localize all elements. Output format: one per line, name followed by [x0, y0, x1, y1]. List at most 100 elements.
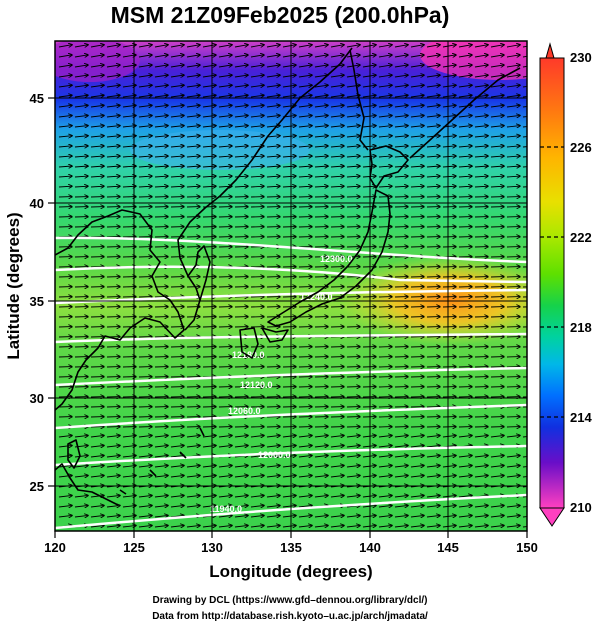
wind-arrow [106, 105, 120, 107]
wind-arrow [282, 465, 296, 467]
wind-arrow [378, 505, 392, 507]
wind-arrow [442, 75, 456, 77]
wind-arrow [378, 45, 392, 47]
wind-arrow [218, 115, 232, 117]
wind-arrow [234, 136, 248, 137]
wind-arrow [90, 515, 104, 517]
y-tick-label: 40 [30, 196, 44, 211]
wind-arrow [154, 146, 168, 147]
wind-arrow [234, 515, 248, 517]
wind-arrow [330, 186, 344, 187]
wind-arrow [202, 126, 216, 127]
wind-arrow [282, 146, 296, 147]
wind-arrow [394, 115, 408, 117]
wind-arrow [74, 515, 88, 517]
wind-arrow [266, 75, 280, 77]
wind-arrow [90, 115, 104, 117]
wind-arrow [442, 515, 456, 517]
wind-arrow [106, 146, 120, 147]
wind-arrow [90, 166, 104, 167]
wind-arrow [138, 65, 152, 67]
wind-arrow [250, 85, 264, 87]
wind-arrow [314, 455, 328, 457]
wind-arrow [218, 166, 232, 167]
wind-arrow [138, 105, 152, 107]
wind-arrow [250, 505, 264, 507]
wind-arrow [330, 515, 344, 517]
wind-arrow [426, 505, 440, 507]
wind-arrow [378, 115, 392, 117]
wind-arrow [474, 465, 488, 467]
x-tick-label: 120 [44, 540, 66, 555]
wind-arrow [282, 435, 296, 437]
wind-arrow [154, 176, 168, 177]
wind-arrow [442, 156, 456, 157]
wind-arrow [282, 65, 296, 67]
wind-arrow [106, 85, 120, 87]
wind-arrow [314, 85, 328, 87]
wind-arrow [234, 75, 248, 77]
wind-arrow [506, 45, 520, 47]
wind-arrow [490, 65, 504, 67]
height-contours [55, 236, 527, 530]
wind-arrow [394, 465, 408, 467]
wind-arrow [170, 45, 184, 47]
wind-arrow [266, 115, 280, 117]
wind-arrow [442, 105, 456, 107]
wind-arrow [282, 445, 296, 447]
wind-arrow [186, 95, 200, 97]
wind-arrow [522, 75, 527, 78]
wind-arrow [90, 146, 104, 147]
contour-label: 12120.0 [240, 380, 273, 390]
wind-arrow [202, 435, 216, 437]
wind-arrow [506, 65, 520, 67]
wind-arrow [266, 105, 280, 107]
wind-arrow [522, 476, 527, 478]
wind-arrow [58, 445, 72, 447]
wind-arrow [154, 95, 168, 97]
wind-arrow [282, 45, 296, 47]
wind-arrow [90, 435, 104, 437]
wind-arrow [458, 65, 472, 67]
wind-arrow [234, 465, 248, 467]
wind-arrow [186, 85, 200, 87]
wind-arrow [442, 465, 456, 467]
wind-arrow [490, 85, 504, 87]
wind-arrow [410, 176, 424, 177]
wind-arrow [442, 475, 456, 477]
credit-dcl: Drawing by DCL (https://www.gfd–dennou.o… [152, 595, 428, 606]
wind-arrow [410, 515, 424, 517]
wind-arrow [314, 45, 328, 47]
wind-arrow [442, 455, 456, 457]
wind-arrow [154, 85, 168, 87]
wind-arrow [186, 156, 200, 157]
wind-arrow [314, 525, 328, 527]
wind-arrow [266, 65, 280, 67]
wind-arrow [106, 75, 120, 77]
wind-arrow [378, 156, 392, 157]
wind-arrow [282, 95, 296, 97]
wind-arrow [410, 156, 424, 157]
wind-arrow [522, 156, 527, 158]
wind-arrow [522, 526, 527, 528]
wind-arrow [506, 475, 520, 477]
wind-arrow [266, 186, 280, 187]
wind-arrow [330, 166, 344, 167]
wind-arrow [458, 515, 472, 517]
wind-arrow [426, 65, 440, 67]
wind-arrow [250, 45, 264, 47]
wind-arrow [458, 525, 472, 527]
wind-arrow [90, 55, 104, 57]
wind-arrow [234, 495, 248, 497]
wind-arrow [490, 55, 504, 57]
wind-arrow [522, 45, 527, 48]
wind-arrow [138, 515, 152, 517]
wind-arrow [90, 495, 104, 497]
wind-arrow [250, 465, 264, 467]
coastlines [55, 47, 521, 506]
wind-arrow [138, 495, 152, 497]
wind-arrow [314, 166, 328, 167]
wind-arrow [74, 65, 88, 67]
wind-arrow [394, 75, 408, 77]
wind-arrow [330, 146, 344, 147]
